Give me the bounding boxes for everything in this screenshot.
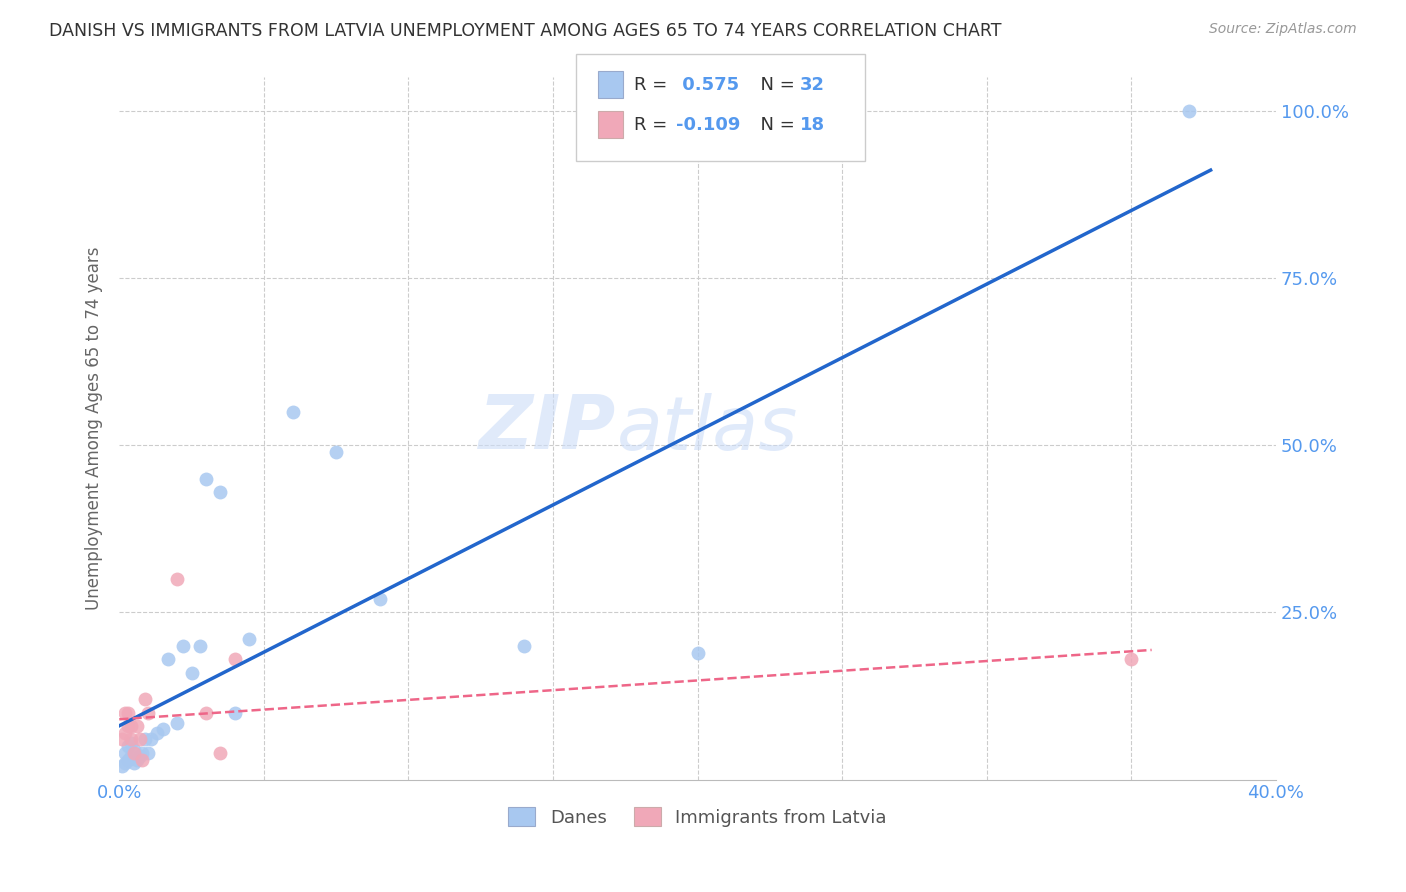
Point xyxy=(1178,103,1201,118)
Point xyxy=(209,746,232,760)
Point xyxy=(114,756,136,770)
Point xyxy=(120,732,142,747)
Text: 18: 18 xyxy=(800,116,825,134)
Point xyxy=(122,756,145,770)
Text: 32: 32 xyxy=(800,76,825,94)
Point xyxy=(368,592,391,607)
Point xyxy=(1121,652,1143,666)
Point xyxy=(224,706,246,720)
Point xyxy=(117,719,139,733)
Point xyxy=(134,732,156,747)
Point xyxy=(111,759,134,773)
Point xyxy=(120,749,142,764)
Point xyxy=(238,632,260,647)
Point xyxy=(188,639,211,653)
Point xyxy=(111,732,134,747)
Legend: Danes, Immigrants from Latvia: Danes, Immigrants from Latvia xyxy=(501,800,894,834)
Text: atlas: atlas xyxy=(617,392,799,465)
Point xyxy=(114,746,136,760)
Point xyxy=(136,706,159,720)
Point xyxy=(166,715,188,730)
Point xyxy=(152,723,174,737)
Text: Source: ZipAtlas.com: Source: ZipAtlas.com xyxy=(1209,22,1357,37)
Point xyxy=(686,646,709,660)
Text: N =: N = xyxy=(749,76,801,94)
Point xyxy=(180,665,202,680)
Text: N =: N = xyxy=(749,116,801,134)
Point xyxy=(195,472,218,486)
Point xyxy=(513,639,536,653)
Point xyxy=(117,739,139,754)
Text: R =: R = xyxy=(634,76,673,94)
Point xyxy=(122,746,145,760)
Point xyxy=(157,652,180,666)
Text: 0.575: 0.575 xyxy=(676,76,740,94)
Point xyxy=(134,692,156,706)
Point xyxy=(125,753,148,767)
Point xyxy=(128,732,150,747)
Point xyxy=(209,485,232,500)
Text: ZIP: ZIP xyxy=(479,392,617,465)
Point xyxy=(120,736,142,750)
Point xyxy=(224,652,246,666)
Text: R =: R = xyxy=(634,116,673,134)
Point xyxy=(325,445,347,459)
Point xyxy=(281,405,304,419)
Text: -0.109: -0.109 xyxy=(676,116,741,134)
Point xyxy=(122,742,145,756)
Point xyxy=(195,706,218,720)
Point xyxy=(117,753,139,767)
Point xyxy=(172,639,194,653)
Point xyxy=(128,749,150,764)
Y-axis label: Unemployment Among Ages 65 to 74 years: Unemployment Among Ages 65 to 74 years xyxy=(86,247,103,610)
Point xyxy=(131,746,153,760)
Point xyxy=(131,753,153,767)
Point xyxy=(117,706,139,720)
Point xyxy=(166,572,188,586)
Text: DANISH VS IMMIGRANTS FROM LATVIA UNEMPLOYMENT AMONG AGES 65 TO 74 YEARS CORRELAT: DANISH VS IMMIGRANTS FROM LATVIA UNEMPLO… xyxy=(49,22,1001,40)
Point xyxy=(114,726,136,740)
Point xyxy=(120,719,142,733)
Point xyxy=(139,732,162,747)
Point xyxy=(146,726,169,740)
Point xyxy=(114,706,136,720)
Point xyxy=(125,719,148,733)
Point xyxy=(136,746,159,760)
